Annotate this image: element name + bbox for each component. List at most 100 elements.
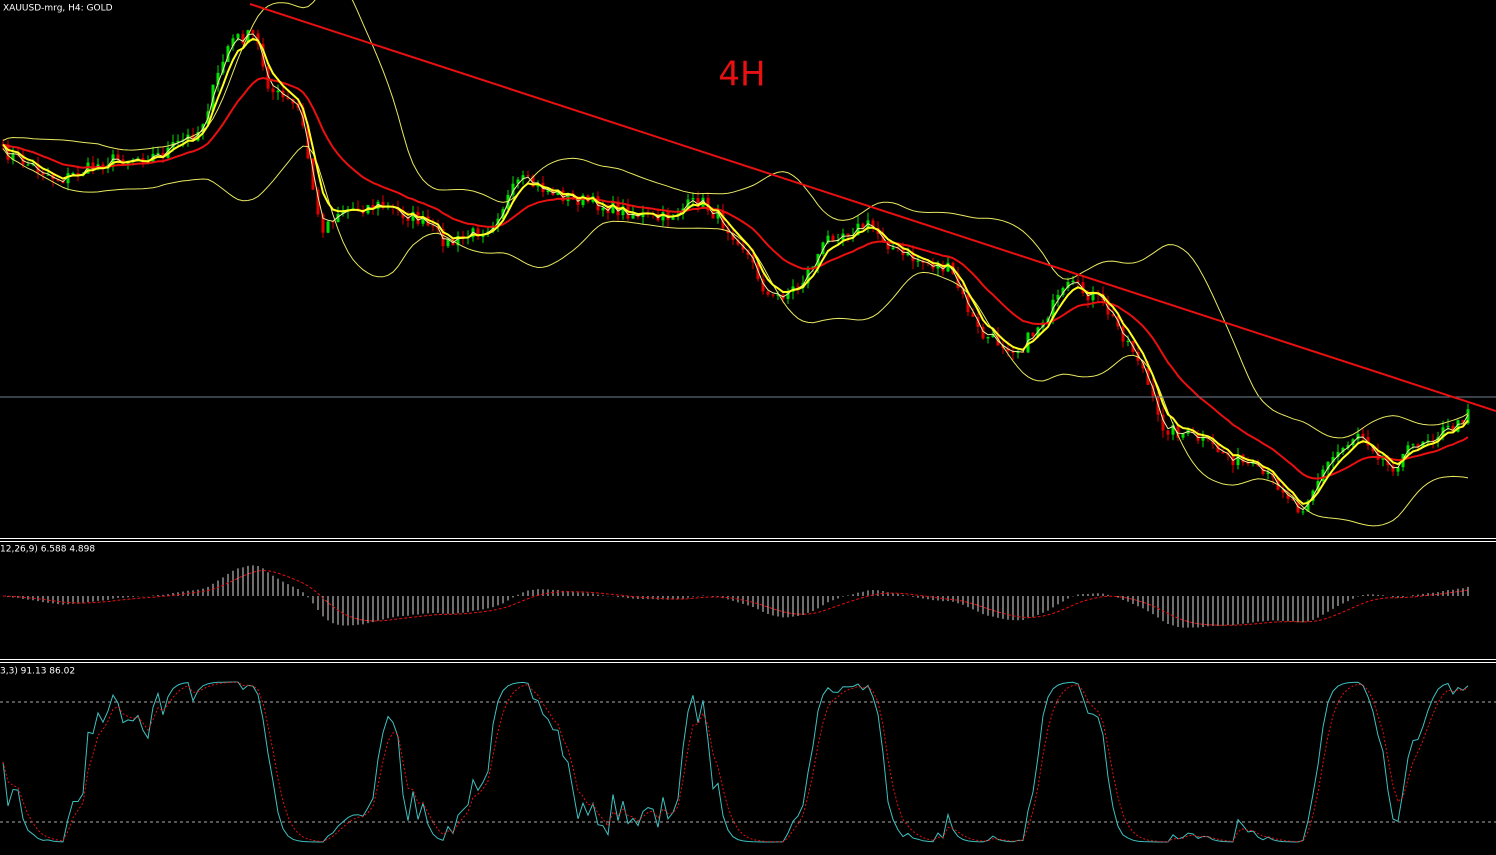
candle-body bbox=[11, 153, 15, 160]
candle-body bbox=[26, 164, 30, 166]
candle-body bbox=[76, 173, 80, 176]
candle-body bbox=[711, 210, 715, 219]
candle-body bbox=[556, 190, 560, 196]
candle-body bbox=[846, 233, 850, 236]
candle-body bbox=[1006, 348, 1010, 352]
candle-body bbox=[691, 198, 695, 200]
candle-body bbox=[1326, 462, 1330, 470]
candle-body bbox=[856, 223, 860, 236]
candle-body bbox=[996, 333, 1000, 346]
candle-body bbox=[866, 220, 870, 229]
candle-body bbox=[1316, 481, 1320, 491]
candle-body bbox=[1416, 444, 1420, 448]
candle-body bbox=[326, 221, 330, 233]
candle-body bbox=[1076, 280, 1080, 283]
candle-body bbox=[721, 211, 725, 229]
trend-line bbox=[249, 3, 1496, 412]
candle-body bbox=[321, 214, 325, 233]
candle-body bbox=[1246, 462, 1250, 465]
candle-body bbox=[41, 172, 45, 176]
candle-body bbox=[1456, 420, 1460, 432]
candle-body bbox=[1031, 332, 1035, 337]
candle-body bbox=[746, 249, 750, 255]
candle-body bbox=[1346, 445, 1350, 448]
candle-body bbox=[1126, 340, 1130, 342]
candle-body bbox=[1461, 420, 1465, 424]
candle-body bbox=[1201, 437, 1205, 441]
candle-body bbox=[221, 61, 225, 73]
candle-body bbox=[116, 154, 120, 160]
candle-body bbox=[1236, 454, 1240, 466]
candle-body bbox=[406, 217, 410, 221]
candle-body bbox=[671, 216, 675, 220]
candle-body bbox=[381, 201, 385, 208]
candle-body bbox=[1026, 332, 1030, 353]
candle-body bbox=[341, 211, 345, 214]
candle-body bbox=[311, 158, 315, 190]
stochastic-signal bbox=[2, 681, 1469, 843]
candle-body bbox=[826, 235, 830, 243]
candle-body bbox=[796, 286, 800, 288]
candle-body bbox=[986, 337, 990, 339]
candle-body bbox=[1221, 451, 1225, 454]
candle-body bbox=[631, 214, 635, 219]
candle-body bbox=[476, 228, 480, 237]
candle-body bbox=[1066, 282, 1070, 288]
candle-body bbox=[911, 252, 915, 262]
candle-body bbox=[521, 175, 525, 180]
candle-body bbox=[371, 205, 375, 209]
candle-body bbox=[1286, 492, 1290, 499]
stochastic-label: 3,3) 91.13 86.02 bbox=[0, 667, 75, 677]
candle-body bbox=[1306, 500, 1310, 512]
symbol-label: XAUUSD-mrg, H4: GOLD bbox=[3, 4, 113, 14]
candle-body bbox=[706, 197, 710, 211]
candle-body bbox=[1356, 433, 1360, 440]
candle-body bbox=[1176, 425, 1180, 438]
candle-body bbox=[1381, 458, 1385, 460]
candle-body bbox=[1111, 314, 1115, 316]
candle-body bbox=[511, 183, 515, 195]
candle-body bbox=[276, 90, 280, 93]
candle-body bbox=[1041, 322, 1045, 328]
candle-body bbox=[1171, 425, 1175, 435]
candle-body bbox=[1091, 292, 1095, 301]
candle-body bbox=[1421, 441, 1425, 448]
candle-body bbox=[971, 312, 975, 317]
stochastic-panel bbox=[2, 681, 1469, 843]
candle-body bbox=[526, 175, 530, 177]
candle-body bbox=[231, 38, 235, 47]
candle-body bbox=[1266, 472, 1270, 475]
candle-body bbox=[1056, 294, 1060, 300]
candle-body bbox=[421, 216, 425, 224]
candle-body bbox=[831, 235, 835, 242]
candle-body bbox=[906, 252, 910, 256]
candle-body bbox=[1446, 425, 1450, 428]
candle-body bbox=[91, 162, 95, 170]
candle-body bbox=[736, 239, 740, 245]
candle-body bbox=[1366, 437, 1370, 446]
candle-body bbox=[71, 173, 75, 175]
candle-body bbox=[156, 152, 160, 154]
candle-body bbox=[1376, 451, 1380, 460]
candle-body bbox=[246, 30, 250, 44]
candle-body bbox=[1191, 430, 1195, 434]
candle-body bbox=[1411, 444, 1415, 446]
candle-body bbox=[1136, 351, 1140, 361]
candle-body bbox=[376, 201, 380, 209]
candle-body bbox=[581, 195, 585, 206]
macd-panel bbox=[2, 565, 1469, 628]
candle-body bbox=[916, 260, 920, 262]
candle-body bbox=[976, 316, 980, 327]
candle-body bbox=[266, 66, 270, 89]
candle-body bbox=[1251, 462, 1255, 465]
candle-body bbox=[821, 242, 825, 254]
candle-body bbox=[331, 221, 335, 223]
candle-body bbox=[891, 247, 895, 250]
candle-body bbox=[1466, 409, 1470, 424]
candle-body bbox=[1086, 292, 1090, 301]
candle-body bbox=[566, 193, 570, 202]
candle-body bbox=[991, 333, 995, 338]
candle-body bbox=[66, 173, 70, 184]
